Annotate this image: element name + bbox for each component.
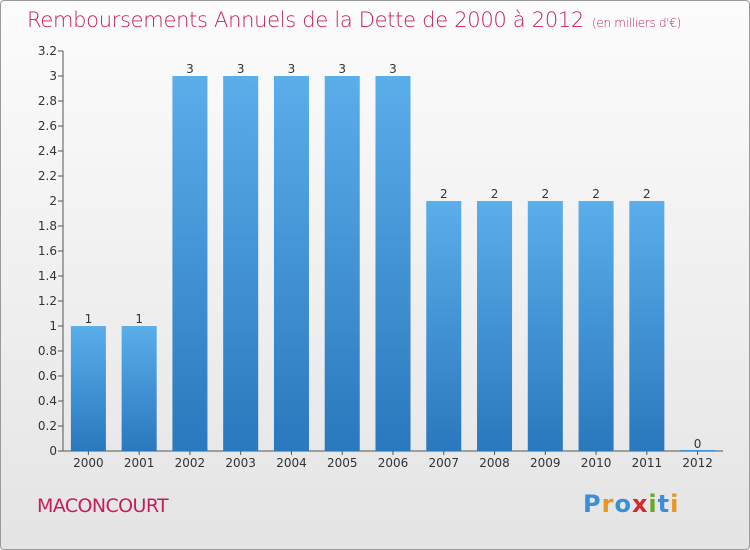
x-tick-label: 2008 (479, 456, 510, 470)
x-tick-label: 2007 (428, 456, 459, 470)
bar (680, 450, 716, 451)
logo-letter: t (657, 490, 671, 518)
y-tick-label: 0 (49, 444, 57, 458)
logo-letter: o (614, 490, 632, 518)
bar-value-label: 2 (643, 187, 651, 201)
x-tick-label: 2001 (124, 456, 155, 470)
bar-value-label: 1 (135, 312, 143, 326)
chart-title-text: Remboursements Annuels de la Dette de 20… (27, 8, 584, 32)
y-tick-label: 3.2 (38, 44, 57, 58)
bar (629, 201, 665, 451)
y-tick-label: 1 (49, 319, 57, 333)
y-tick-label: 0.2 (38, 419, 57, 433)
bar-value-label: 3 (389, 62, 397, 76)
chart-title: Remboursements Annuels de la Dette de 20… (27, 8, 681, 32)
bar-value-label: 2 (541, 187, 549, 201)
bar-value-label: 1 (85, 312, 93, 326)
x-tick-label: 2009 (530, 456, 561, 470)
y-tick-label: 2.8 (38, 94, 57, 108)
bar-value-label: 3 (237, 62, 245, 76)
bar (172, 76, 208, 451)
x-tick-label: 2004 (276, 456, 307, 470)
bar-value-label: 3 (186, 62, 194, 76)
x-tick-label: 2000 (73, 456, 104, 470)
x-tick-label: 2005 (327, 456, 358, 470)
logo-letter: i (670, 490, 680, 518)
x-tick-label: 2010 (581, 456, 612, 470)
y-tick-label: 0.6 (38, 369, 57, 383)
y-tick-label: 3 (49, 69, 57, 83)
x-tick-label: 2003 (225, 456, 256, 470)
x-tick-label: 2012 (682, 456, 713, 470)
bar-value-label: 3 (288, 62, 296, 76)
bar (324, 76, 360, 451)
chart-unit: (en milliers d'€) (592, 16, 682, 30)
y-tick-label: 1.4 (38, 269, 57, 283)
logo-letter: x (631, 490, 649, 518)
bar-value-label: 0 (694, 437, 702, 451)
y-tick-label: 0.4 (38, 394, 57, 408)
y-tick-label: 1.6 (38, 244, 57, 258)
x-tick-label: 2002 (175, 456, 206, 470)
y-tick-label: 2.4 (38, 144, 57, 158)
bar (121, 326, 157, 451)
bar-value-label: 2 (592, 187, 600, 201)
bar (223, 76, 259, 451)
x-tick-label: 2006 (378, 456, 409, 470)
proxiti-logo: Proxiti (583, 490, 679, 518)
bar-value-label: 2 (440, 187, 448, 201)
bar (375, 76, 411, 451)
y-tick-label: 1.8 (38, 219, 57, 233)
y-tick-label: 2.6 (38, 119, 57, 133)
y-tick-label: 1.2 (38, 294, 57, 308)
bar (70, 326, 106, 451)
y-tick-label: 2.2 (38, 169, 57, 183)
x-tick-label: 2011 (632, 456, 663, 470)
commune-name: MACONCOURT (37, 495, 169, 517)
bar (426, 201, 462, 451)
bar (477, 201, 513, 451)
bar (527, 201, 563, 451)
y-tick-label: 2 (49, 194, 57, 208)
logo-letter: i (648, 490, 658, 518)
logo-letter: P (583, 490, 602, 518)
bar-value-label: 2 (491, 187, 499, 201)
bar (273, 76, 309, 451)
logo-letter: r (601, 490, 615, 518)
y-tick-label: 0.8 (38, 344, 57, 358)
bar (578, 201, 614, 451)
bar-value-label: 3 (338, 62, 346, 76)
